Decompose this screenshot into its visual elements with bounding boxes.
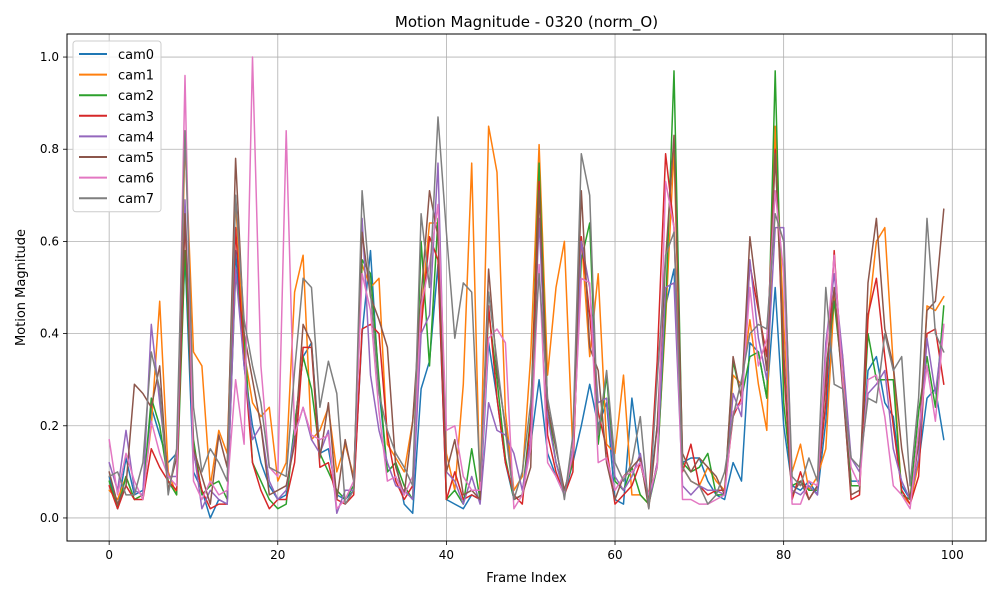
legend-label-cam5: cam5	[118, 151, 154, 166]
x-tick-label: 60	[607, 548, 622, 562]
x-axis-title: Frame Index	[486, 571, 567, 586]
legend-label-cam2: cam2	[118, 89, 154, 104]
y-tick-label: 1.0	[40, 50, 59, 64]
x-tick-label: 100	[941, 548, 964, 562]
legend-label-cam6: cam6	[118, 172, 154, 187]
tick-layer: 0 20 40 60 80 100 0.0 0.2 0.4 0.6 0.8 1.0	[40, 50, 964, 562]
plot-area-frame	[66, 33, 987, 542]
y-tick-label: 0.8	[40, 142, 59, 156]
legend-label-cam3: cam3	[118, 110, 154, 125]
legend-label-cam1: cam1	[118, 69, 154, 84]
y-tick-label: 0.2	[40, 419, 59, 433]
y-tick-label: 0.4	[40, 327, 59, 341]
grid-layer	[67, 34, 986, 541]
x-tick-label: 40	[439, 548, 454, 562]
y-tick-label: 0.6	[40, 234, 59, 248]
series-line-cam7	[108, 116, 945, 510]
x-tick-label: 0	[105, 548, 113, 562]
y-tick-label: 0.0	[40, 511, 59, 525]
series-line-cam6	[108, 56, 945, 510]
legend: cam0 cam1 cam2 cam3 cam4 cam5 cam6 cam7	[72, 40, 162, 213]
x-tick-label: 20	[270, 548, 285, 562]
legend-label-cam4: cam4	[118, 130, 154, 145]
series-line-cam1	[108, 125, 945, 505]
x-tick-label: 80	[776, 548, 791, 562]
legend-label-cam7: cam7	[118, 192, 154, 207]
series-line-cam5	[108, 134, 945, 510]
legend-label-cam0: cam0	[118, 48, 154, 63]
series-layer	[108, 56, 945, 519]
legend-box	[72, 40, 162, 213]
y-axis-title: Motion Magnitude	[14, 229, 29, 346]
chart-title: Motion Magnitude - 0320 (norm_O)	[395, 13, 658, 32]
